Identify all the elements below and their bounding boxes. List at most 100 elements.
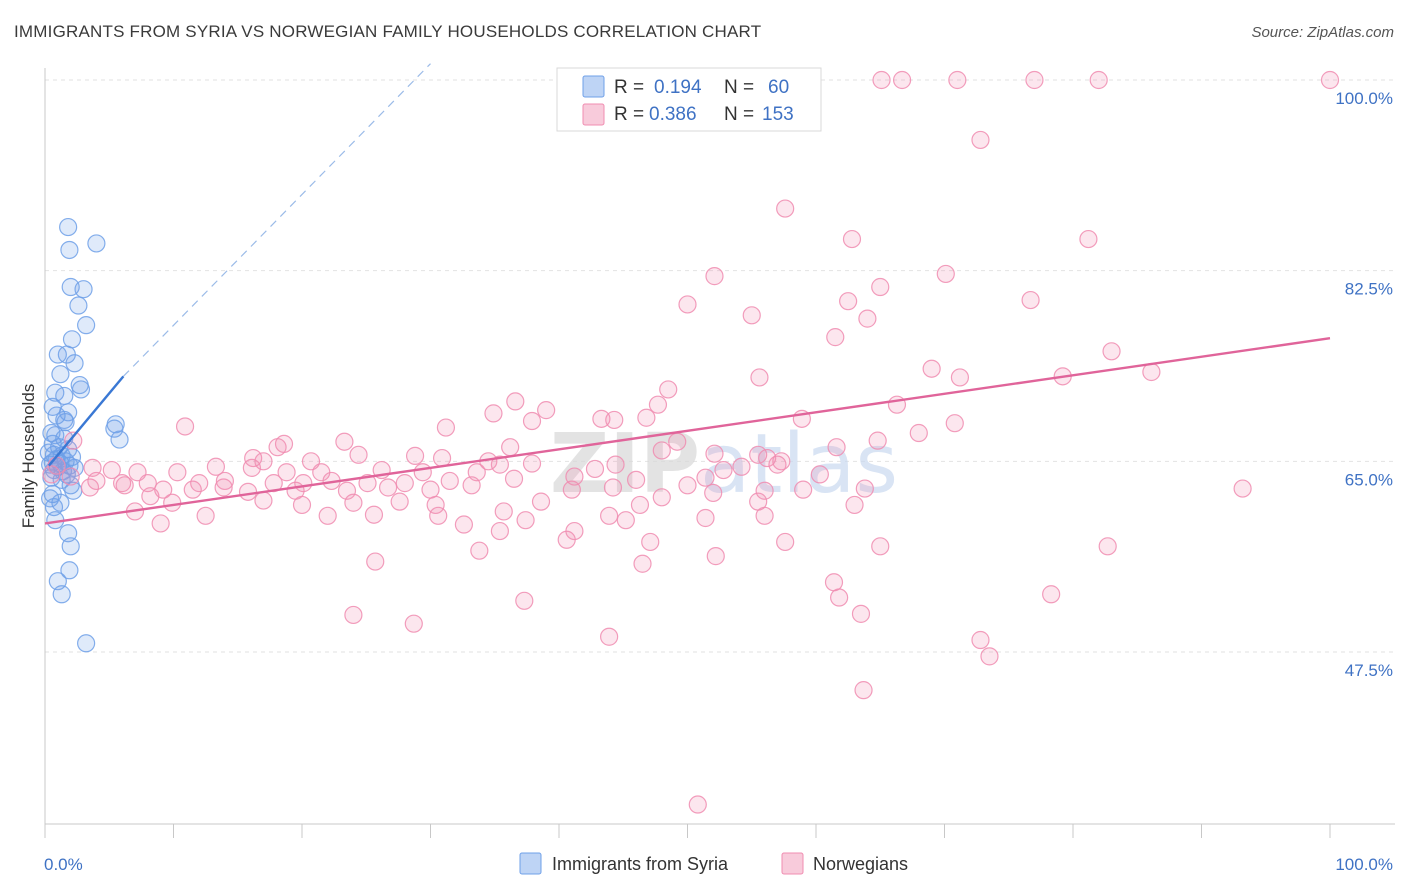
norwegians-point bbox=[845, 495, 864, 515]
norwegians-point bbox=[704, 483, 723, 503]
syria-point bbox=[44, 497, 64, 517]
bottom-legend-swatch-syria bbox=[519, 852, 542, 875]
norwegians-point bbox=[501, 438, 520, 457]
norwegians-point bbox=[175, 417, 195, 436]
series-norwegians-points bbox=[42, 70, 1340, 814]
norwegians-point bbox=[440, 471, 459, 491]
syria-point bbox=[77, 634, 96, 653]
legend-r-value-syria: 0.194 bbox=[654, 77, 702, 98]
norwegians-point bbox=[830, 588, 849, 607]
norwegians-point bbox=[506, 392, 525, 411]
norwegians-point bbox=[531, 492, 551, 511]
norwegians-point bbox=[854, 681, 873, 700]
norwegians-point bbox=[1233, 479, 1252, 498]
series-syria-points bbox=[39, 217, 129, 653]
norwegians-point bbox=[344, 605, 363, 625]
legend: R = 0.194 N = 60 R = 0.386 N = 153 bbox=[556, 67, 822, 132]
syria-point bbox=[71, 380, 91, 399]
norwegians-point bbox=[892, 70, 912, 90]
norwegians-point bbox=[215, 471, 234, 491]
norwegians-point bbox=[922, 359, 941, 378]
syria-point bbox=[77, 316, 96, 335]
norwegians-point bbox=[971, 630, 990, 650]
y-tick-label: 100.0% bbox=[1335, 89, 1393, 108]
norwegians-point bbox=[776, 532, 795, 552]
norwegians-point bbox=[659, 380, 678, 399]
norwegians-point bbox=[426, 495, 445, 515]
norwegians-point bbox=[196, 506, 215, 525]
norwegians-point bbox=[652, 488, 671, 507]
norwegians-point bbox=[395, 474, 414, 493]
syria-point bbox=[60, 240, 79, 260]
norwegians-point bbox=[1320, 70, 1340, 90]
norwegians-point bbox=[678, 295, 697, 314]
norwegians-point bbox=[516, 511, 535, 530]
norwegians-point bbox=[405, 446, 425, 465]
norwegians-point bbox=[490, 455, 509, 474]
norwegians-point bbox=[755, 506, 774, 525]
norwegians-point bbox=[776, 199, 795, 218]
x-tick-labels: 0.0% 100.0% bbox=[44, 855, 1393, 874]
norwegians-point bbox=[696, 468, 715, 487]
norwegians-point bbox=[871, 537, 890, 556]
norwegians-point bbox=[950, 368, 970, 387]
norwegians-point bbox=[1142, 362, 1161, 382]
norwegians-point bbox=[537, 401, 556, 420]
norwegians-point bbox=[641, 532, 660, 552]
norwegians-point bbox=[484, 404, 503, 423]
legend-n-label: N = bbox=[724, 77, 754, 98]
syria-point bbox=[65, 354, 84, 373]
norwegians-point bbox=[705, 444, 724, 463]
norwegians-point bbox=[605, 410, 624, 430]
norwegians-point bbox=[948, 70, 967, 90]
norwegians-point bbox=[190, 474, 209, 493]
legend-n-label: N = bbox=[724, 104, 754, 125]
norwegians-point bbox=[688, 795, 707, 814]
norwegians-point bbox=[616, 511, 635, 530]
norwegians-point bbox=[606, 455, 625, 474]
norwegians-point bbox=[214, 478, 233, 497]
grid bbox=[45, 79, 1395, 653]
norwegians-point bbox=[585, 459, 605, 479]
syria-trend-extension bbox=[122, 63, 431, 377]
norwegians-point bbox=[1089, 70, 1108, 90]
x-tick-label: 0.0% bbox=[44, 855, 83, 874]
syria-point bbox=[41, 489, 60, 508]
norwegians-point bbox=[277, 463, 296, 482]
norwegians-point bbox=[652, 441, 671, 460]
norwegians-point bbox=[87, 471, 106, 491]
norwegians-point bbox=[851, 604, 871, 623]
syria-point bbox=[62, 330, 82, 349]
norwegians-point bbox=[637, 408, 656, 427]
norwegians-point bbox=[842, 229, 862, 249]
norwegians-trend-line bbox=[44, 337, 1331, 525]
norwegians-point bbox=[358, 474, 377, 493]
norwegians-point bbox=[855, 479, 874, 498]
trend-lines bbox=[44, 63, 1331, 525]
norwegians-point bbox=[490, 521, 509, 541]
norwegians-point bbox=[494, 502, 513, 521]
norwegians-point bbox=[413, 463, 432, 482]
norwegians-point bbox=[648, 395, 668, 414]
syria-point bbox=[87, 234, 106, 253]
norwegians-point bbox=[980, 647, 999, 666]
norwegians-point bbox=[366, 552, 385, 571]
legend-n-value-norwegians: 153 bbox=[762, 104, 794, 125]
norwegians-point bbox=[1042, 585, 1061, 604]
syria-point bbox=[59, 217, 78, 237]
norwegians-point bbox=[826, 328, 845, 347]
norwegians-point bbox=[858, 309, 877, 328]
bottom-legend: Immigrants from Syria Norwegians bbox=[519, 852, 908, 875]
norwegians-point bbox=[244, 448, 263, 468]
y-tick-label: 65.0% bbox=[1345, 470, 1393, 489]
norwegians-point bbox=[522, 411, 542, 431]
norwegians-point bbox=[909, 423, 928, 443]
legend-box bbox=[556, 67, 822, 132]
norwegians-point bbox=[504, 469, 524, 488]
norwegians-point bbox=[318, 506, 337, 525]
norwegians-point bbox=[755, 481, 774, 500]
norwegians-point bbox=[1079, 229, 1098, 249]
norwegians-point bbox=[603, 478, 623, 497]
norwegians-point bbox=[600, 627, 619, 646]
